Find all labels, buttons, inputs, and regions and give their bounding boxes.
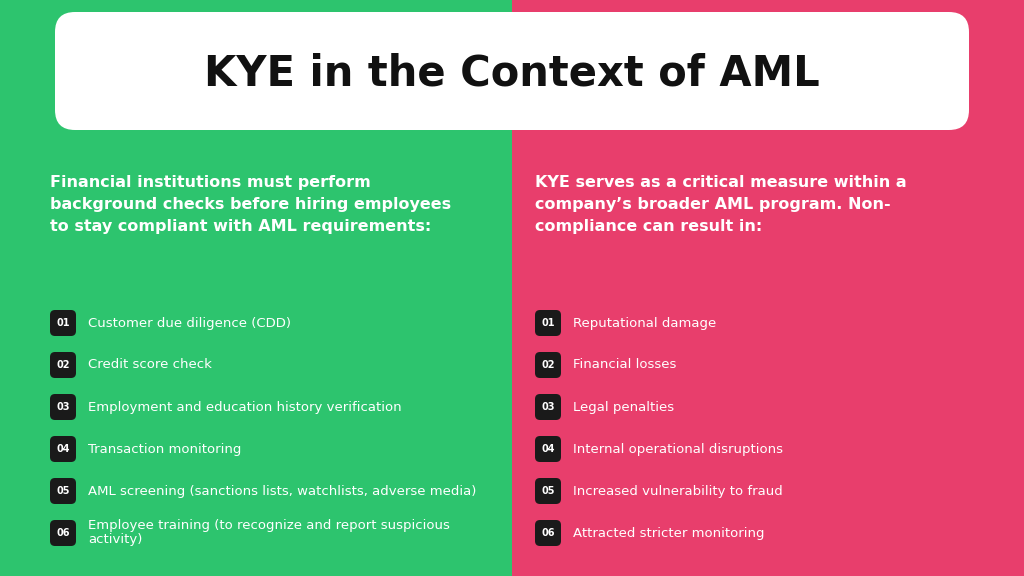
Text: 02: 02 bbox=[542, 360, 555, 370]
Text: Attracted stricter monitoring: Attracted stricter monitoring bbox=[573, 526, 765, 540]
FancyBboxPatch shape bbox=[50, 520, 76, 546]
FancyBboxPatch shape bbox=[50, 310, 76, 336]
Text: activity): activity) bbox=[88, 533, 142, 547]
Text: Financial institutions must perform: Financial institutions must perform bbox=[50, 175, 371, 190]
FancyBboxPatch shape bbox=[535, 436, 561, 462]
Text: KYE serves as a critical measure within a: KYE serves as a critical measure within … bbox=[535, 175, 906, 190]
Text: 04: 04 bbox=[56, 444, 70, 454]
FancyBboxPatch shape bbox=[55, 12, 969, 130]
FancyBboxPatch shape bbox=[535, 394, 561, 420]
Text: Increased vulnerability to fraud: Increased vulnerability to fraud bbox=[573, 484, 782, 498]
Text: Legal penalties: Legal penalties bbox=[573, 400, 674, 414]
FancyBboxPatch shape bbox=[50, 436, 76, 462]
Text: 01: 01 bbox=[542, 318, 555, 328]
Text: AML screening (sanctions lists, watchlists, adverse media): AML screening (sanctions lists, watchlis… bbox=[88, 484, 476, 498]
Text: Customer due diligence (CDD): Customer due diligence (CDD) bbox=[88, 316, 291, 329]
Text: company’s broader AML program. Non-: company’s broader AML program. Non- bbox=[535, 197, 891, 212]
Text: 06: 06 bbox=[56, 528, 70, 538]
FancyBboxPatch shape bbox=[50, 352, 76, 378]
Text: Credit score check: Credit score check bbox=[88, 358, 212, 372]
Text: 02: 02 bbox=[56, 360, 70, 370]
Text: Employee training (to recognize and report suspicious: Employee training (to recognize and repo… bbox=[88, 520, 450, 532]
Text: Internal operational disruptions: Internal operational disruptions bbox=[573, 442, 783, 456]
FancyBboxPatch shape bbox=[0, 0, 512, 576]
Text: 05: 05 bbox=[56, 486, 70, 496]
FancyBboxPatch shape bbox=[50, 394, 76, 420]
Text: Reputational damage: Reputational damage bbox=[573, 316, 716, 329]
Text: KYE in the Context of AML: KYE in the Context of AML bbox=[204, 52, 820, 94]
Text: 04: 04 bbox=[542, 444, 555, 454]
Text: Financial losses: Financial losses bbox=[573, 358, 677, 372]
FancyBboxPatch shape bbox=[512, 0, 1024, 576]
Text: background checks before hiring employees: background checks before hiring employee… bbox=[50, 197, 452, 212]
FancyBboxPatch shape bbox=[535, 520, 561, 546]
FancyBboxPatch shape bbox=[535, 310, 561, 336]
Text: 01: 01 bbox=[56, 318, 70, 328]
Text: 05: 05 bbox=[542, 486, 555, 496]
Text: 06: 06 bbox=[542, 528, 555, 538]
Text: Transaction monitoring: Transaction monitoring bbox=[88, 442, 242, 456]
Text: compliance can result in:: compliance can result in: bbox=[535, 219, 762, 234]
FancyBboxPatch shape bbox=[535, 478, 561, 504]
Text: 03: 03 bbox=[542, 402, 555, 412]
FancyBboxPatch shape bbox=[535, 352, 561, 378]
FancyBboxPatch shape bbox=[50, 478, 76, 504]
Text: Employment and education history verification: Employment and education history verific… bbox=[88, 400, 401, 414]
Text: to stay compliant with AML requirements:: to stay compliant with AML requirements: bbox=[50, 219, 431, 234]
Text: 03: 03 bbox=[56, 402, 70, 412]
